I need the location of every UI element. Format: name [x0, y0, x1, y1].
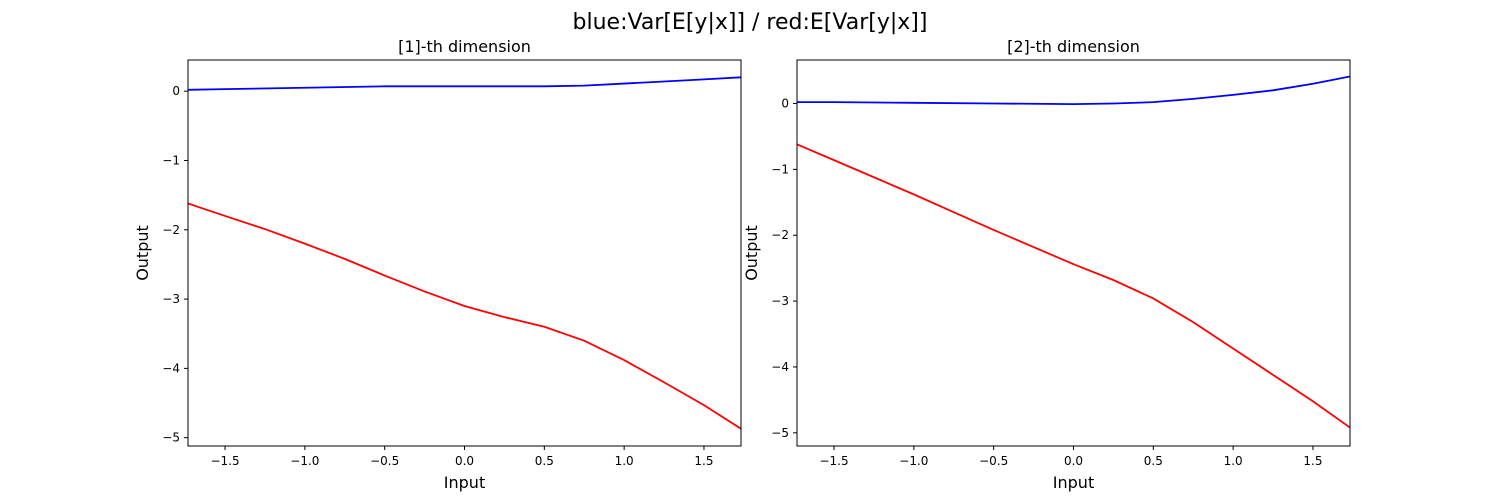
- x-tick-label: 1.0: [1224, 454, 1243, 468]
- y-tick-label: −4: [771, 360, 789, 374]
- y-tick-label: −3: [771, 294, 789, 308]
- x-tick-label: 1.5: [1303, 454, 1322, 468]
- x-axis-label: Input: [1053, 473, 1094, 492]
- y-tick-label: −5: [771, 426, 789, 440]
- x-tick-label: 1.0: [615, 454, 634, 468]
- x-tick-label: 0.5: [1144, 454, 1163, 468]
- x-tick-label: −1.0: [290, 454, 319, 468]
- x-tick-label: −1.5: [819, 454, 848, 468]
- x-tick-label: 0.0: [1064, 454, 1083, 468]
- y-tick-label: 0: [172, 84, 180, 98]
- x-tick-label: −0.5: [370, 454, 399, 468]
- y-tick-label: −5: [162, 431, 180, 445]
- y-tick-label: −4: [162, 361, 180, 375]
- y-tick-label: −2: [162, 223, 180, 237]
- y-tick-label: −3: [162, 292, 180, 306]
- x-axis-label: Input: [444, 473, 485, 492]
- series-line-1: [797, 75, 1350, 106]
- x-tick-label: 0.5: [535, 454, 554, 468]
- chart-panel-2: −1.5 −1.0 −0.5 0.0 0.5 1.0 1.5 0 −1 −2 −3 −4 −5 [2]-t…: [742, 37, 1351, 492]
- plot-frame: [187, 59, 742, 447]
- plot-frame: [796, 59, 1351, 447]
- x-tick-label: −1.0: [899, 454, 928, 468]
- chart-panel-1: −1.5 −1.0 −0.5 0.0 0.5 1.0 1.5 0 −1 −2 −3 −4 −5 [1]-t…: [133, 37, 742, 492]
- chart-title: [1]-th dimension: [398, 37, 531, 56]
- y-tick-label: −1: [771, 162, 789, 176]
- series-line-2: [188, 202, 741, 430]
- x-tick-label: −0.5: [979, 454, 1008, 468]
- y-axis-label: Output: [133, 225, 152, 281]
- y-axis-label: Output: [742, 225, 761, 281]
- series-line-1: [188, 76, 741, 91]
- y-tick-label: −1: [162, 153, 180, 167]
- figure-title: blue:Var[E[y|x]] / red:E[Var[y|x]]: [573, 10, 928, 35]
- x-tick-label: 1.5: [694, 454, 713, 468]
- x-tick-label: −1.5: [210, 454, 239, 468]
- y-tick-label: −2: [771, 228, 789, 242]
- x-tick-label: 0.0: [455, 454, 474, 468]
- y-tick-label: 0: [781, 96, 789, 110]
- series-line-2: [797, 143, 1350, 429]
- chart-title: [2]-th dimension: [1007, 37, 1140, 56]
